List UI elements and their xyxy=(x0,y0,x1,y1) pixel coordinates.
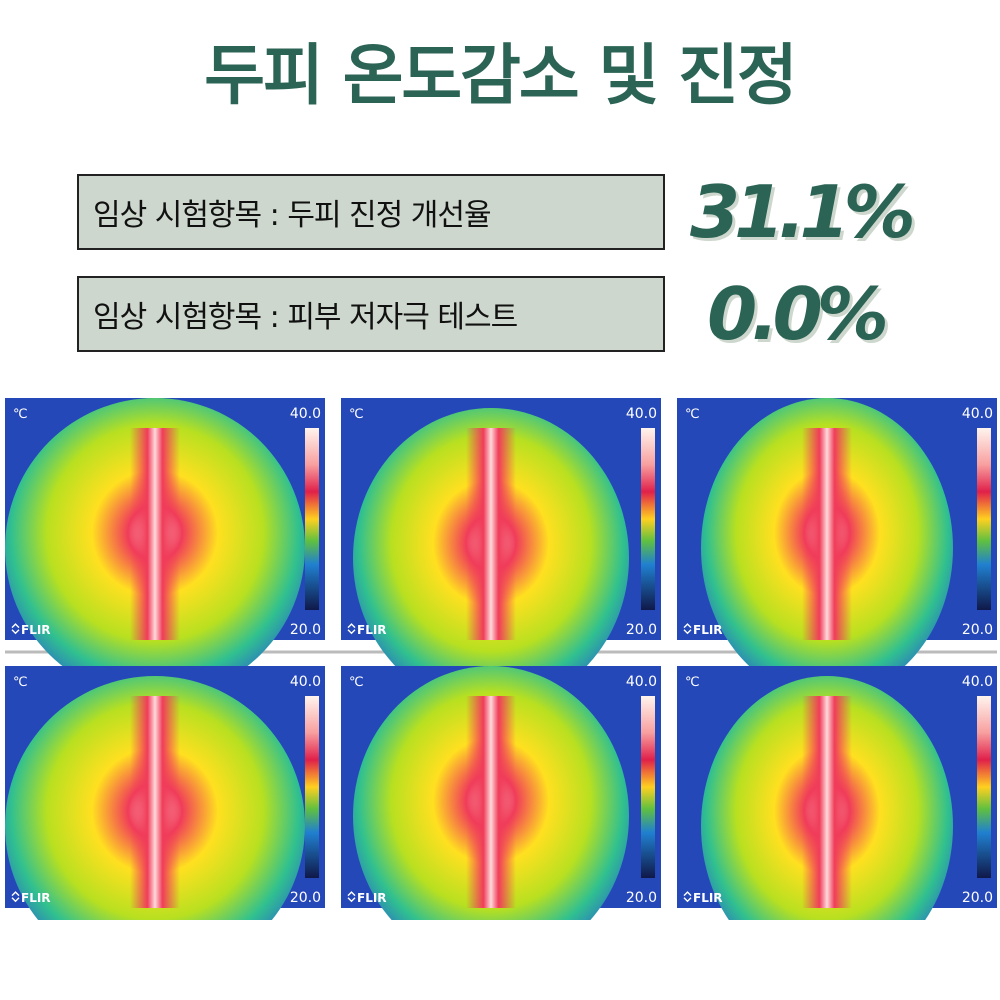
unit: ℃ xyxy=(349,675,364,690)
color-scale xyxy=(641,428,655,610)
parting xyxy=(802,428,852,640)
scale-max: 40.0 xyxy=(290,674,321,690)
color-scale xyxy=(305,428,319,610)
result-value: 0.0% xyxy=(707,272,889,356)
scale-min: 20.0 xyxy=(626,890,657,906)
color-scale xyxy=(305,696,319,878)
logo: FLIR xyxy=(21,623,51,637)
result-label: 임상 시험항목 : 피부 저자극 테스트 xyxy=(77,276,665,352)
scale-max: 40.0 xyxy=(962,674,993,690)
unit: ℃ xyxy=(685,407,700,422)
unit: ℃ xyxy=(349,407,364,422)
scale-max: 40.0 xyxy=(626,406,657,422)
scale-min: 20.0 xyxy=(962,890,993,906)
scale-min: 20.0 xyxy=(962,622,993,638)
result-label: 임상 시험항목 : 두피 진정 개선율 xyxy=(77,174,665,250)
parting xyxy=(802,696,852,908)
logo-icon xyxy=(347,891,356,903)
scale-max: 40.0 xyxy=(962,406,993,422)
scale-min: 20.0 xyxy=(290,622,321,638)
logo: FLIR xyxy=(693,623,723,637)
parting xyxy=(466,696,516,908)
parting xyxy=(130,428,180,640)
scale-max: 40.0 xyxy=(290,406,321,422)
thermal-image: ℃ 40.0 20.0 FLIR xyxy=(341,666,661,920)
parting xyxy=(130,696,180,908)
thermal-image: ℃ 40.0 20.0 FLIR xyxy=(5,398,325,698)
parting xyxy=(466,428,516,640)
unit: ℃ xyxy=(685,675,700,690)
thermal-image: ℃ 40.0 20.0 FLIR xyxy=(677,666,997,920)
logo-icon xyxy=(11,623,20,635)
thermal-image: ℃ 40.0 20.0 FLIR xyxy=(677,398,997,698)
logo: FLIR xyxy=(21,891,51,905)
color-scale xyxy=(641,696,655,878)
logo-icon xyxy=(683,891,692,903)
logo-icon xyxy=(683,623,692,635)
logo: FLIR xyxy=(357,623,387,637)
thermal-image: ℃ 40.0 20.0 FLIR xyxy=(341,398,661,708)
logo-icon xyxy=(11,891,20,903)
scale-min: 20.0 xyxy=(290,890,321,906)
unit: ℃ xyxy=(13,675,28,690)
color-scale xyxy=(977,428,991,610)
logo: FLIR xyxy=(693,891,723,905)
scale-min: 20.0 xyxy=(626,622,657,638)
unit: ℃ xyxy=(13,407,28,422)
scale-max: 40.0 xyxy=(626,674,657,690)
color-scale xyxy=(977,696,991,878)
result-value: 31.1% xyxy=(690,170,916,254)
title: 두피 온도감소 및 진정 xyxy=(204,37,797,114)
logo-icon xyxy=(347,623,356,635)
thermal-image: ℃ 40.0 20.0 FLIR xyxy=(5,666,325,920)
logo: FLIR xyxy=(357,891,387,905)
